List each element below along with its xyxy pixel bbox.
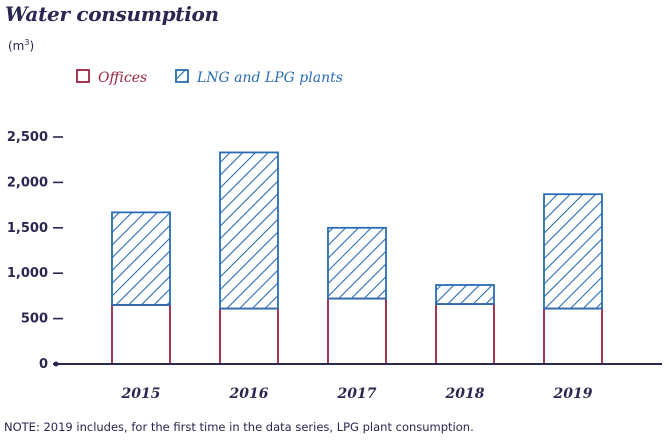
bar-plants-2019 xyxy=(543,193,603,310)
unit-close: ) xyxy=(29,39,35,53)
unit-label: (m3) xyxy=(8,38,34,53)
x-tick-label: 2015 xyxy=(121,386,161,402)
y-tick-label: 500 xyxy=(21,312,48,327)
y-axis: 0 500 1,000 1,500 2,000 2,500 xyxy=(7,130,63,372)
bar-plants-2015 xyxy=(111,211,171,306)
chart-legend: Offices LNG and LPG plants xyxy=(76,69,343,86)
bars xyxy=(111,151,603,365)
bar-plants-2016 xyxy=(219,151,279,310)
bar-offices-2016 xyxy=(219,307,279,365)
legend-label-0: Offices xyxy=(98,70,147,86)
chart-title: Water consumption xyxy=(5,2,219,26)
legend-label-1: LNG and LPG plants xyxy=(196,70,343,86)
legend-swatch-0 xyxy=(76,69,90,83)
legend-swatch-1 xyxy=(175,69,189,83)
footnote: NOTE: 2019 includes, for the first time … xyxy=(4,420,474,434)
x-tick-label: 2018 xyxy=(445,386,485,402)
bar-offices-2017 xyxy=(327,297,387,365)
y-tick-label: 2,000 xyxy=(7,175,48,190)
bar-offices-2018 xyxy=(435,303,495,365)
bar-plants-2017 xyxy=(327,226,387,300)
x-tick-label: 2016 xyxy=(229,386,269,402)
unit-base: (m xyxy=(8,39,25,53)
unit-superscript: 3 xyxy=(24,38,30,47)
y-tick-label: 1,000 xyxy=(7,266,48,281)
x-tick-label: 2019 xyxy=(553,386,593,402)
y-tick-label: 0 xyxy=(39,357,48,372)
axis-origin-dot xyxy=(53,361,59,367)
y-tick-label: 1,500 xyxy=(7,221,48,236)
bar-plants-2018 xyxy=(435,284,495,305)
x-tick-label: 2017 xyxy=(337,386,377,402)
bar-offices-2019 xyxy=(543,307,603,365)
bar-offices-2015 xyxy=(111,304,171,365)
y-tick-label: 2,500 xyxy=(7,130,48,145)
x-axis: 2015 2016 2017 2018 2019 xyxy=(53,361,662,402)
